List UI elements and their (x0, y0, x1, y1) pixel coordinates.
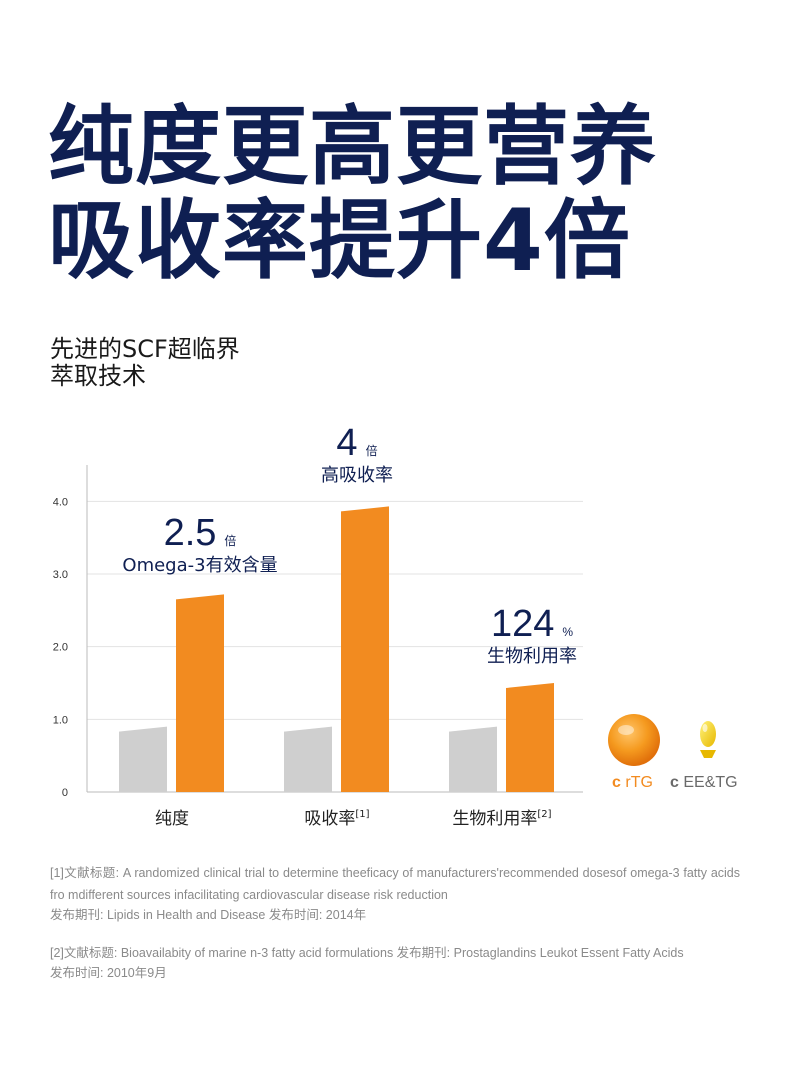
legend-label-rtg: rTG (625, 774, 653, 791)
annotation-unit: 倍 (366, 443, 378, 458)
annotation-label: Omega-3有效含量 (122, 555, 277, 576)
annotation-number: 2.5 (164, 512, 217, 554)
bar-rtg (176, 594, 224, 792)
annotation-label: 高吸收率 (321, 465, 393, 486)
y-tick-label: 3.0 (53, 569, 68, 581)
bar-eetg (284, 726, 332, 792)
bar-rtg (341, 506, 389, 792)
subtitle-line-1: 先进的SCF超临界 (50, 335, 240, 363)
legend-marker-rtg: c (612, 774, 621, 791)
x-tick-label: 纯度 (155, 809, 189, 829)
fish-oil-capsule-icon (700, 721, 716, 758)
bar-eetg (449, 726, 497, 792)
x-tick-label: 吸收率[1] (304, 809, 369, 829)
annotation-number: 4 (336, 422, 357, 464)
annotation-unit: 倍 (224, 533, 236, 548)
headline-line-2: 吸收率提升4倍 (48, 191, 631, 291)
legend-label-eetg: EE&TG (683, 774, 738, 791)
reference-2-meta: 发布时间: 2010年9月 (50, 966, 167, 980)
reference-1: [1]文献标题: A randomized clinical trial to … (50, 866, 740, 902)
reference-marker: [2] (537, 809, 551, 820)
x-tick-label: 生物利用率[2] (452, 809, 551, 829)
legend-item-rtg: c rTG (606, 712, 666, 791)
annotation-number: 124 (491, 603, 554, 645)
y-tick-label: 2.0 (53, 642, 68, 654)
legend-item-eetg: c EE&TG (670, 712, 738, 791)
reference-2: [2]文献标题: Bioavailabity of marine n-3 fat… (50, 946, 684, 960)
legend-marker-eetg: c (670, 774, 679, 791)
y-tick-label: 4.0 (53, 496, 68, 508)
annotation-unit: % (562, 625, 573, 639)
bar-rtg (506, 683, 554, 792)
orange-softgel-icon (608, 714, 660, 766)
headline-line-1: 纯度更高更营养 (48, 97, 657, 197)
annotation-value: 2.5 倍 (164, 512, 237, 554)
y-tick-label: 0 (62, 787, 68, 799)
reference-marker: [1] (355, 809, 369, 820)
y-tick-label: 1.0 (53, 714, 68, 726)
annotation-label: 生物利用率 (487, 646, 577, 667)
bar-eetg (119, 726, 167, 792)
annotation-value: 124% (491, 603, 573, 645)
subtitle-line-2: 萃取技术 (50, 362, 146, 390)
reference-1-meta: 发布期刊: Lipids in Health and Disease 发布时间:… (50, 908, 367, 922)
